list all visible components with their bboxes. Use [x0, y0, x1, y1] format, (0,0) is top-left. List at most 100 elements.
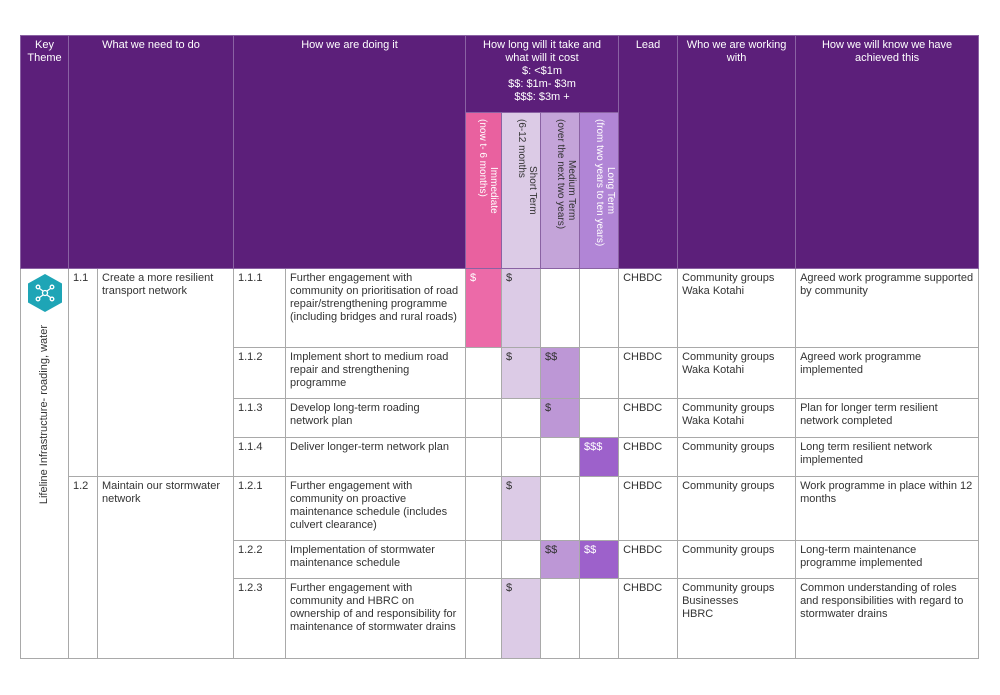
cost-cell: $$: [540, 540, 581, 579]
action-number: 1.1.4: [233, 437, 286, 477]
header-cell: Key Theme: [20, 35, 69, 269]
action-description: Implement short to medium road repair an…: [284, 347, 467, 399]
action-number: 1.2.1: [233, 476, 286, 541]
header-cell: Who we are working with: [677, 35, 797, 269]
cost-cell: $: [501, 578, 542, 659]
cost-cell: [579, 578, 620, 659]
timeframe-header: Long Term (from two years to ten years): [579, 112, 620, 269]
cost-cell: $$: [540, 347, 581, 399]
cost-legend: $: <$1m: [522, 65, 563, 77]
partners: Community groups: [677, 476, 797, 541]
measure: Common understanding of roles and respon…: [795, 578, 980, 659]
action-description: Further engagement with community on pri…: [284, 268, 467, 348]
cost-cell: [540, 268, 581, 348]
partners: Community groups: [677, 540, 797, 579]
cost-cell: [501, 437, 542, 477]
lead: CHBDC: [618, 437, 679, 477]
action-row: Lifeline Infrastructure- roading, water 1…: [20, 268, 980, 659]
action-number: 1.1.1: [233, 268, 286, 348]
measure: Work programme in place within 12 months: [795, 476, 980, 541]
action-description: Deliver longer-term network plan: [284, 437, 467, 477]
partners: Community groups Waka Kotahi: [677, 398, 797, 438]
cost-cell: [465, 540, 503, 579]
partner: Community groups: [682, 272, 775, 284]
lead: CHBDC: [618, 578, 679, 659]
cost-cell: [465, 476, 503, 541]
partner: Community groups: [682, 351, 775, 363]
cost-cell: [540, 476, 581, 541]
timeframe-detail: (from two years to ten years): [594, 119, 606, 247]
cost-cell: $: [501, 268, 542, 348]
header-cell: How long will it take and what will it c…: [465, 35, 620, 113]
partner: Businesses: [682, 595, 739, 607]
partner: Community groups: [682, 582, 775, 594]
cost-cell: $$$: [579, 437, 620, 477]
cost-cell: [579, 476, 620, 541]
cost-cell: [465, 578, 503, 659]
cost-cell: [579, 347, 620, 399]
action-number: 1.2.2: [233, 540, 286, 579]
timeframe-header: Immediate (now t- 6 months): [465, 112, 503, 269]
cost-legend: $$: $1m- $3m: [508, 78, 576, 90]
header-row: Immediate (now t- 6 months) Short Term (6-1…: [21, 112, 979, 269]
header-cell: How we are doing it: [232, 35, 467, 269]
timeframe-detail: (now t- 6 months): [477, 119, 489, 197]
header-cell: Lead: [618, 35, 679, 269]
timeframe-name: Long Term: [605, 166, 617, 215]
partner: Waka Kotahi: [682, 415, 745, 427]
action-row: 1.2.2 Implementation of stormwater mainte…: [21, 540, 980, 579]
cost-cell: [501, 540, 542, 579]
cost-cell: [465, 347, 503, 399]
cost-cell: $: [540, 398, 581, 438]
action-number: 1.2.3: [233, 578, 286, 659]
action-plan-table: Key Theme What we need to do How we are do…: [20, 35, 980, 659]
timeframe-header: Short Term (6-12 months: [501, 112, 542, 269]
cost-cell: [501, 398, 542, 438]
header-cell: How we will know we have achieved this: [795, 35, 980, 269]
theme-label: Lifeline Infrastructure- roading, water: [38, 325, 50, 505]
partner: Community groups: [682, 402, 775, 414]
measure: Long term resilient network implemented: [795, 437, 980, 477]
timeframe-header: Medium Term (over the next two years): [540, 112, 581, 269]
cost-cell: [579, 268, 620, 348]
partners: Community groups Waka Kotahi: [677, 268, 797, 348]
cost-cell: $: [501, 347, 542, 399]
action-row: 1.2.3 Further engagement with community a…: [21, 578, 980, 659]
measure: Plan for longer term resilient network c…: [795, 398, 980, 438]
timeframe-detail: (over the next two years): [555, 119, 567, 230]
goal-number: 1.1: [68, 268, 98, 477]
lead: CHBDC: [618, 476, 679, 541]
goal-title: Create a more resilient transport networ…: [97, 268, 234, 477]
partners: Community groups: [677, 437, 797, 477]
action-number: 1.1.3: [233, 398, 286, 438]
partner: Community groups: [682, 544, 775, 556]
action-description: Further engagement with community on pro…: [284, 476, 467, 541]
timeframe-name: Immediate: [488, 167, 500, 214]
measure: Agreed work programme implemented: [795, 347, 980, 399]
partner: Community groups: [682, 441, 775, 453]
cost-cell: [465, 437, 503, 477]
lead: CHBDC: [618, 268, 679, 348]
partners: Community groups Waka Kotahi: [677, 347, 797, 399]
action-row: 1.1.3 Develop long-term roading network p…: [21, 398, 980, 438]
measure: Agreed work programme supported by commu…: [795, 268, 980, 348]
lead: CHBDC: [618, 540, 679, 579]
measure: Long-term maintenance programme implemen…: [795, 540, 980, 579]
cost-cell: [465, 398, 503, 438]
action-row: 1.1.2 Implement short to medium road repa…: [21, 347, 980, 399]
cost-cell: $: [501, 476, 542, 541]
header-row: Key Theme What we need to do How we are do…: [20, 35, 980, 269]
header-cell: What we need to do: [68, 35, 234, 269]
timeframe-detail: (6-12 months: [516, 119, 528, 178]
action-description: Further engagement with community and HB…: [284, 578, 467, 659]
lead: CHBDC: [618, 398, 679, 438]
cost-legend: $$$: $3m +: [514, 91, 570, 103]
action-description: Implementation of stormwater maintenance…: [284, 540, 467, 579]
cost-cell: [579, 398, 620, 438]
cost-cell: $: [465, 268, 503, 348]
partner: Waka Kotahi: [682, 364, 745, 376]
partner: Waka Kotahi: [682, 285, 745, 297]
partner: Community groups: [682, 480, 775, 492]
action-row: 1.2 Maintain our stormwater network 1.2.1 F…: [21, 476, 980, 659]
